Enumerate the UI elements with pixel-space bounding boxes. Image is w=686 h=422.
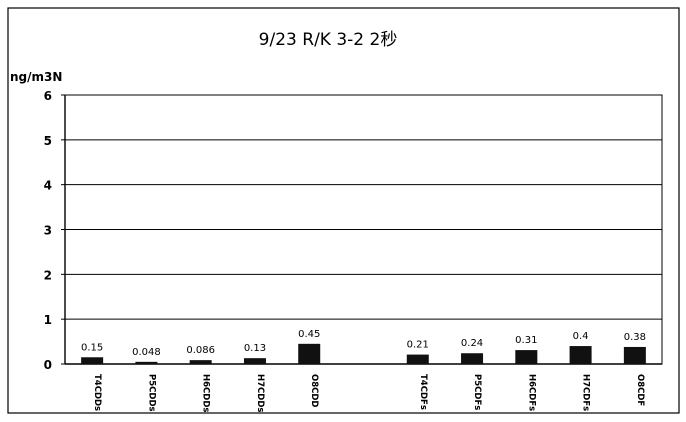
x-tick-label: H6CDDs	[201, 374, 211, 412]
x-tick-label: T4CDDs	[92, 374, 102, 411]
chart-title: 9/23 R/K 3-2 2秒	[259, 30, 398, 50]
value-label: 0.15	[81, 342, 103, 353]
value-label: 0.38	[624, 332, 646, 343]
x-tick-label: O8CDF	[635, 374, 645, 406]
outer-border	[7, 7, 680, 414]
bar	[623, 346, 646, 364]
y-tick-label: 4	[44, 179, 52, 193]
value-labels: 0.15 0.048 0.086 0.13 0.45 0.21 0.24 0.31 0.4 0.3…	[81, 329, 646, 358]
bar	[243, 358, 266, 364]
x-tick-label: P5CDDs	[146, 374, 156, 412]
value-label: 0.24	[461, 338, 483, 349]
y-tick-label: 0	[44, 358, 52, 372]
x-tick-label: P5CDFs	[472, 374, 482, 410]
bar	[298, 343, 321, 364]
y-tick-label: 1	[44, 313, 52, 327]
x-tick-labels: T4CDDs P5CDDs H6CDDs H7CDDs O8CDD T4CDFs P5CDF…	[92, 374, 645, 412]
x-tick-label: H6CDFs	[526, 374, 536, 411]
bar	[189, 360, 212, 364]
value-label: 0.4	[573, 331, 589, 342]
value-label: 0.048	[132, 347, 161, 358]
y-tick-label: 3	[44, 224, 52, 238]
value-label: 0.21	[407, 340, 429, 351]
x-tick-label: H7CDFs	[581, 374, 591, 411]
y-tick-label: 2	[44, 268, 52, 282]
bar	[515, 350, 538, 364]
value-label: 0.086	[186, 345, 215, 356]
value-label: 0.13	[244, 343, 266, 354]
axes	[61, 94, 662, 365]
bar	[135, 361, 158, 364]
y-axis-label: ng/m3N	[10, 70, 62, 84]
x-tick-label: H7CDDs	[255, 374, 265, 412]
value-label: 0.45	[298, 329, 320, 340]
value-label: 0.31	[515, 335, 537, 346]
y-tick-labels: 0 1 2 3 4 5 6	[44, 89, 52, 372]
y-tick-label: 5	[44, 134, 52, 148]
bar	[406, 354, 429, 364]
bar	[81, 357, 104, 364]
bar	[569, 346, 592, 364]
x-tick-label: T4CDFs	[418, 374, 428, 410]
y-tick-label: 6	[44, 89, 52, 103]
bar	[461, 353, 484, 364]
bars	[81, 343, 646, 364]
x-tick-label: O8CDD	[309, 374, 319, 408]
